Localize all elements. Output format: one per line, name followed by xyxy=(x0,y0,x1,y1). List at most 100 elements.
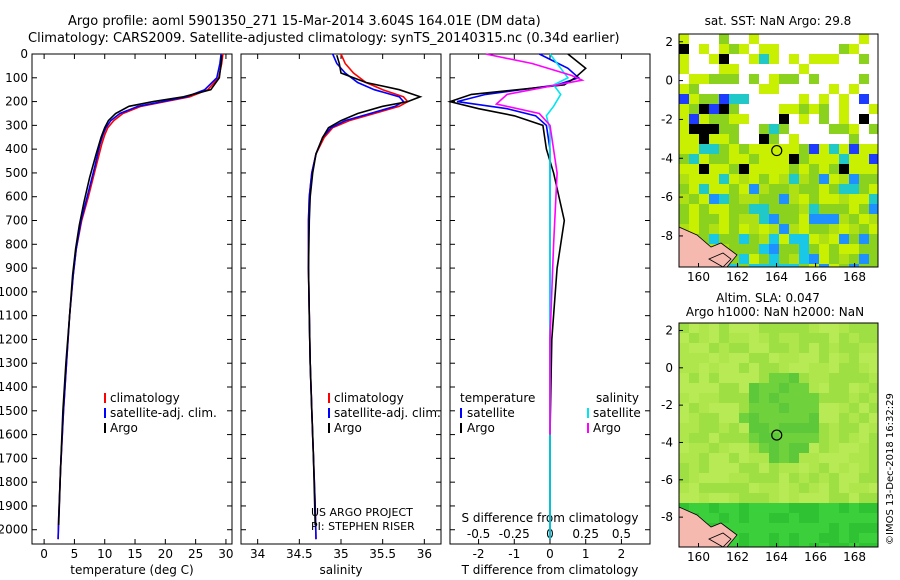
sst-map-cell xyxy=(759,164,769,174)
sst-map-cell xyxy=(849,224,859,234)
sst-map-cell xyxy=(709,124,719,134)
sst-map-cell xyxy=(799,184,809,194)
sst-map-y-tick-label: -4 xyxy=(661,151,673,165)
sst-map-cell xyxy=(869,254,878,264)
sst-map-cell xyxy=(849,124,859,134)
sst-map-cell xyxy=(839,124,849,134)
sla-map-cell xyxy=(869,463,878,473)
sla-map-cell xyxy=(719,393,729,403)
sst-map-cell xyxy=(699,184,709,194)
sla-map-cell xyxy=(809,463,819,473)
sla-map-cell xyxy=(789,353,799,363)
sst-map-cell xyxy=(779,124,789,134)
sst-map-cell xyxy=(839,144,849,154)
sla-map-cell xyxy=(779,483,789,493)
sst-map-cell xyxy=(719,184,729,194)
sla-map-cell xyxy=(819,413,829,423)
sla-map-cell xyxy=(869,523,878,533)
sst-map-cell xyxy=(779,144,789,154)
sla-map-cell xyxy=(769,353,779,363)
sla-map-cell xyxy=(719,503,729,513)
sst-map-cell xyxy=(789,194,799,204)
sla-map-cell xyxy=(749,493,759,503)
sla-map-cell xyxy=(799,503,809,513)
difference-top-tick-label: 0.5 xyxy=(612,527,631,541)
sst-map-cell xyxy=(679,84,689,94)
sla-map-cell xyxy=(809,533,819,543)
sla-map-cell xyxy=(709,363,719,373)
sla-map-cell xyxy=(709,393,719,403)
sst-map-cell xyxy=(779,164,789,174)
temperature-y-tick-label: 200 xyxy=(5,95,28,109)
sla-map-cell xyxy=(739,413,749,423)
project-credit-line1: US ARGO PROJECT xyxy=(311,506,413,519)
sst-map-cell xyxy=(839,104,849,114)
sst-map-cell xyxy=(799,204,809,214)
sst-map-cell xyxy=(679,104,689,114)
sst-map-cell xyxy=(759,144,769,154)
sla-map-cell xyxy=(729,453,739,463)
sla-map-cell xyxy=(779,473,789,483)
sst-map-cell xyxy=(759,224,769,234)
sla-map-cell xyxy=(849,473,859,483)
sla-map-cell xyxy=(719,463,729,473)
sla-map-cell xyxy=(869,393,878,403)
sla-map-cell xyxy=(849,543,859,547)
sla-map-cell xyxy=(679,433,689,443)
sst-map-cell xyxy=(869,264,878,267)
sst-map-cell xyxy=(729,214,739,224)
sla-map-cell xyxy=(859,403,869,413)
sla-map-cell xyxy=(699,323,709,333)
sst-map-cell xyxy=(749,214,759,224)
sst-map-cell xyxy=(749,204,759,214)
sla-map-cell xyxy=(829,423,839,433)
temperature-y-tick-label: 1200 xyxy=(0,332,28,346)
sla-map-cell xyxy=(709,383,719,393)
sla-map-cell xyxy=(699,493,709,503)
sla-map-cell xyxy=(679,493,689,503)
sla-map-cell xyxy=(729,463,739,473)
sla-map-cell xyxy=(729,343,739,353)
sla-map-x-tick-label: 162 xyxy=(726,550,749,564)
sst-map-cell xyxy=(739,154,749,164)
sla-map-cell xyxy=(679,333,689,343)
salinity-x-axis: 34 34.5 35 35.5 36 salinity xyxy=(250,54,432,577)
salinity-series-2 xyxy=(307,54,423,526)
sla-map-cell xyxy=(859,453,869,463)
sst-map-cell xyxy=(769,224,779,234)
sst-map-cell xyxy=(759,254,769,264)
sla-map-frame xyxy=(678,322,879,548)
sst-map-cell xyxy=(689,184,699,194)
sla-map-cell xyxy=(709,353,719,363)
sst-map-cell xyxy=(869,234,878,244)
sla-map-cell xyxy=(719,483,729,493)
sla-map-cell xyxy=(829,333,839,343)
sla-map-x-tick-label: 160 xyxy=(687,550,710,564)
sst-map-cell xyxy=(749,144,759,154)
sla-map-cell xyxy=(789,533,799,543)
sla-map-cell xyxy=(779,343,789,353)
sla-map-cell xyxy=(849,353,859,363)
sla-map-cell xyxy=(819,323,829,333)
temperature-x-tick-label: 5 xyxy=(71,547,79,561)
sst-map-cell xyxy=(859,174,869,184)
sst-map-cell xyxy=(679,64,689,74)
sla-map-cell xyxy=(779,463,789,473)
sst-map-cell xyxy=(749,254,759,264)
sst-map-cell xyxy=(779,184,789,194)
sla-map-cell xyxy=(729,363,739,373)
sst-map-cell xyxy=(779,154,789,164)
sla-map-cell xyxy=(779,523,789,533)
sla-map-cell xyxy=(759,523,769,533)
difference-panel: -2 -1 0 1 2 T difference from climatology -0.5… xyxy=(447,53,651,577)
temperature-legend-label: satellite-adj. clim. xyxy=(110,406,217,420)
sst-map-cell xyxy=(789,244,799,254)
sla-map-cell xyxy=(699,343,709,353)
sst-map-cell xyxy=(689,224,699,234)
sst-map-cell xyxy=(759,264,769,267)
sst-map-cell xyxy=(839,44,849,54)
sla-map-cell xyxy=(799,383,809,393)
sst-map-cell xyxy=(789,204,799,214)
sst-map-cell xyxy=(729,134,739,144)
sla-map-cell xyxy=(819,473,829,483)
